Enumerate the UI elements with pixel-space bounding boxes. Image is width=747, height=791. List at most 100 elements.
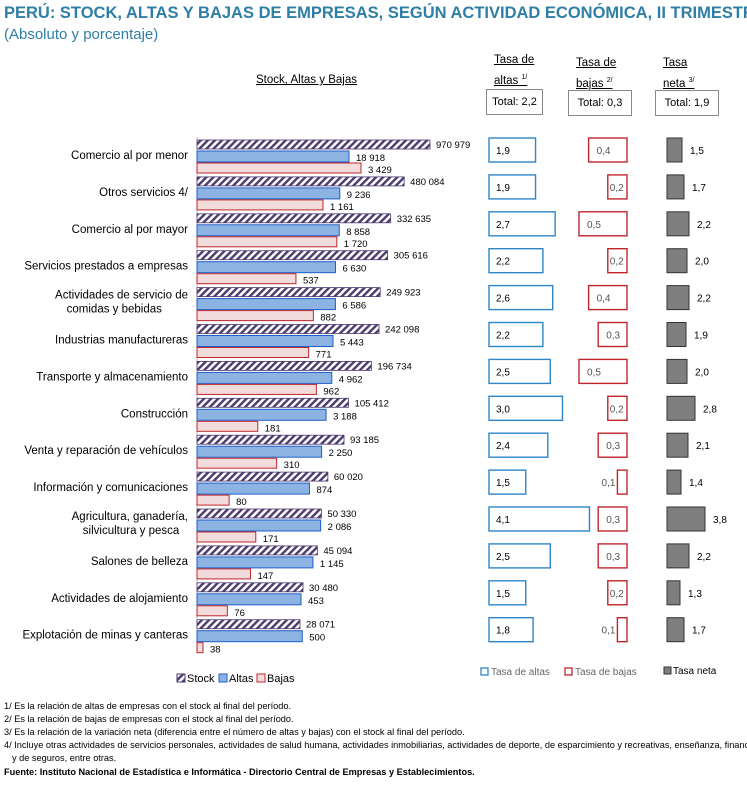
total-tasa-bajas: Total: 0,3 xyxy=(568,90,632,116)
altas-value-label: 1 145 xyxy=(320,559,344,570)
tasa-bajas-box xyxy=(616,617,628,643)
tasa-altas-box xyxy=(488,469,527,495)
stock-bar xyxy=(196,287,381,298)
category-label: Salones de belleza xyxy=(91,556,189,568)
altas-value-label: 8 858 xyxy=(346,227,370,238)
legend-bajas: Bajas xyxy=(267,673,295,685)
legend-stock: Stock xyxy=(187,673,215,685)
category-label: Información y comunicaciones xyxy=(33,482,188,494)
tasa-bajas-box xyxy=(597,432,628,458)
legend-stock-swatch xyxy=(176,673,186,683)
tasa-altas-label: 1,9 xyxy=(496,183,510,194)
tasa-bajas-label: 0,3 xyxy=(606,441,620,452)
tasa-altas-box xyxy=(488,137,537,163)
footnote-1: 1/ Es la relación de altas de empresas c… xyxy=(4,701,292,711)
stock-value-label: 60 020 xyxy=(334,472,363,483)
tasa-neta-label: 1,7 xyxy=(692,626,706,637)
tasa-altas-label: 2,6 xyxy=(496,294,510,305)
tasa-neta-bar xyxy=(666,358,688,384)
tasa-altas-label: 2,2 xyxy=(496,257,510,268)
stock-value-label: 249 923 xyxy=(386,288,420,299)
header-line: Tasa de xyxy=(494,54,535,66)
tasa-neta-label: 1,9 xyxy=(694,331,708,342)
altas-bar xyxy=(196,482,310,495)
stock-value-label: 28 071 xyxy=(306,620,335,631)
stock-bar xyxy=(196,582,304,593)
bajas-value-label: 80 xyxy=(236,497,247,508)
bajas-value-label: 171 xyxy=(263,534,279,545)
tasa-bajas-label: 0,2 xyxy=(610,257,624,268)
source-note: Fuente: Instituto Nacional de Estadístic… xyxy=(4,767,475,777)
tasa-neta-label: 1,3 xyxy=(688,589,702,600)
altas-bar xyxy=(196,371,333,384)
altas-value-label: 6 586 xyxy=(342,301,366,312)
tasa-altas-label: 1,5 xyxy=(496,589,510,600)
altas-bar xyxy=(196,556,314,569)
bajas-value-label: 147 xyxy=(257,571,273,582)
tasa-neta-label: 2,0 xyxy=(695,367,709,378)
altas-value-label: 874 xyxy=(316,485,332,496)
tasa-bajas-box xyxy=(607,395,628,421)
tasa-altas-box xyxy=(488,284,554,311)
header-line: Tasa xyxy=(663,57,688,69)
category-label: Industrias manufactureras xyxy=(55,335,188,347)
tasa-bajas-box xyxy=(607,247,628,274)
tasa-bajas-label: 0,2 xyxy=(610,404,624,415)
header-tasa-altas: Tasa de altas 1/ xyxy=(494,52,534,90)
altas-value-label: 2 250 xyxy=(329,448,353,459)
legend-tasa-altas: Tasa de altas xyxy=(491,667,550,678)
bajas-bar xyxy=(196,457,278,469)
tasa-neta-label: 2,2 xyxy=(697,552,711,563)
tasa-neta-label: 1,5 xyxy=(690,146,704,157)
category-label: Agricultura, ganadería, silvicultura y pe… xyxy=(72,511,188,537)
tasa-bajas-label: 0,3 xyxy=(606,331,620,342)
stock-value-label: 305 616 xyxy=(394,251,428,262)
tasa-altas-label: 1,9 xyxy=(496,146,510,157)
tasa-altas-label: 2,5 xyxy=(496,552,510,563)
bajas-value-label: 771 xyxy=(316,350,332,361)
bajas-bar xyxy=(196,494,230,506)
legend-tasa-neta-swatch xyxy=(663,666,672,675)
bajas-value-label: 38 xyxy=(210,645,221,656)
tasa-altas-box xyxy=(488,174,537,200)
chart-subtitle: (Absoluto y porcentaje) xyxy=(4,26,159,43)
tasa-neta-label: 2,8 xyxy=(703,404,717,415)
footnote-ref: 3/ xyxy=(688,77,695,84)
category-label: Transporte y almacenamiento xyxy=(36,371,188,383)
tasa-altas-box xyxy=(488,617,534,643)
tasa-neta-bar xyxy=(666,137,683,163)
tasa-neta-label: 1,4 xyxy=(689,478,703,489)
bajas-value-label: 181 xyxy=(265,423,281,434)
tasa-bajas-label: 0,2 xyxy=(610,183,624,194)
altas-value-label: 6 630 xyxy=(343,264,367,275)
tasa-altas-box xyxy=(488,506,591,532)
bajas-value-label: 1 161 xyxy=(330,202,354,213)
tasa-bajas-box xyxy=(597,321,628,348)
tasa-altas-box xyxy=(488,247,544,274)
bajas-bar xyxy=(196,605,228,617)
total-tasa-neta: Total: 1,9 xyxy=(655,90,719,116)
bajas-bar xyxy=(196,310,314,322)
tasa-neta-label: 2,0 xyxy=(695,257,709,268)
tasa-bajas-label: 0,3 xyxy=(606,552,620,563)
legend-altas: Altas xyxy=(229,673,254,685)
altas-bar xyxy=(196,261,337,274)
stock-value-label: 93 185 xyxy=(350,435,379,446)
bajas-bar xyxy=(196,531,257,543)
legend-tasa-bajas: Tasa de bajas xyxy=(575,667,637,678)
tasa-altas-box xyxy=(488,580,527,606)
header-line: altas xyxy=(494,74,519,87)
altas-bar xyxy=(196,224,340,237)
stock-bar xyxy=(196,324,380,334)
stock-value-label: 30 480 xyxy=(309,583,338,594)
footnote-3: 3/ Es la relación de la variación neta (… xyxy=(4,727,465,737)
tasa-bajas-label: 0,1 xyxy=(601,626,615,637)
stock-value-label: 45 094 xyxy=(323,546,352,557)
header-line: neta xyxy=(663,77,686,90)
legend-tasa-altas-swatch xyxy=(480,667,489,676)
header-line: Tasa de xyxy=(576,57,617,69)
stock-value-label: 242 098 xyxy=(385,325,419,336)
category-label: Servicios prestados a empresas xyxy=(24,261,188,273)
tasa-bajas-label: 0,5 xyxy=(587,367,601,378)
